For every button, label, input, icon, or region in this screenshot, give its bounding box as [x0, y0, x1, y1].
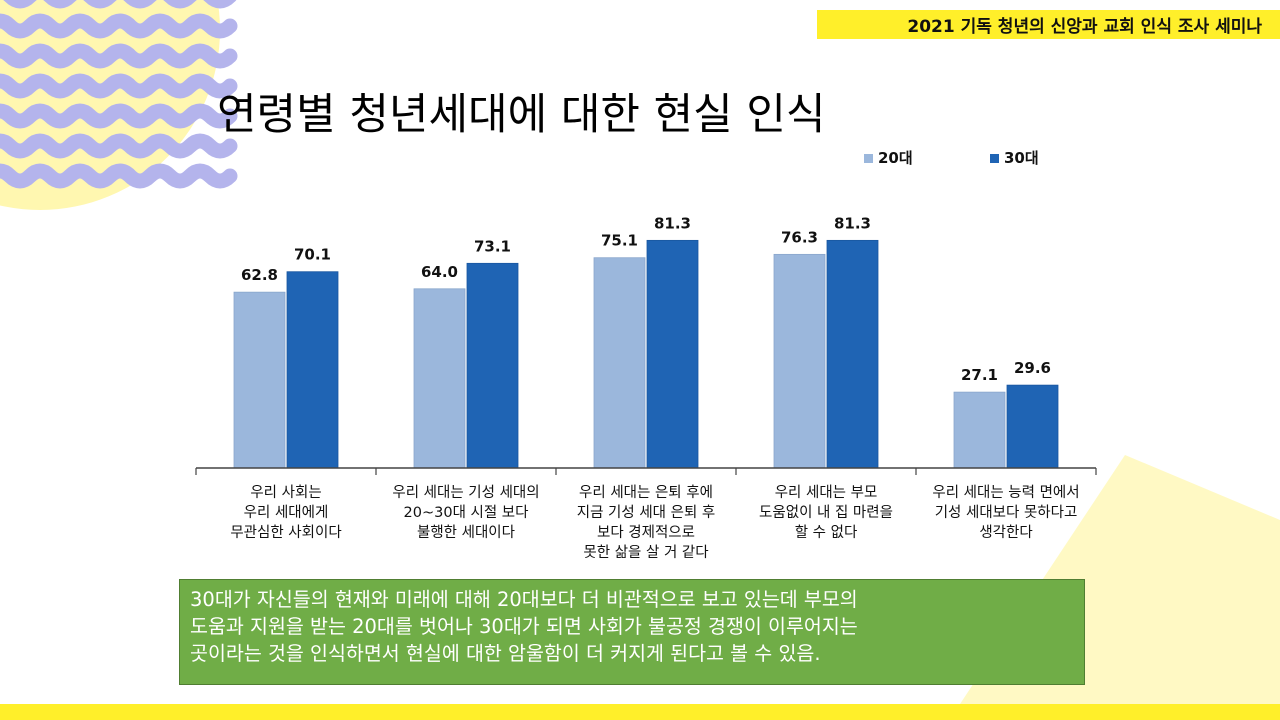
bar [826, 239, 879, 469]
data-label: 64.0 [421, 263, 458, 281]
x-tick-label: 우리 사회는 우리 세대에게 무관심한 사회이다 [230, 484, 341, 541]
wave-line [0, 103, 238, 129]
legend-swatch [990, 154, 999, 163]
bottom-accent-bar [0, 704, 1280, 720]
bar [953, 391, 1006, 469]
wave-line [0, 73, 238, 99]
x-tick-label: 우리 세대는 기성 세대의 20~30대 시절 보다 불행한 세대이다 [392, 484, 539, 541]
wave-line [0, 43, 238, 69]
x-tick-label: 우리 세대는 능력 면에서 기성 세대보다 못하다고 생각한다 [932, 484, 1079, 541]
data-label: 81.3 [654, 214, 691, 232]
legend-swatch [864, 154, 873, 163]
bar [466, 262, 519, 469]
x-tick-label: 우리 세대는 부모 도움없이 내 집 마련을 할 수 없다 [759, 484, 893, 541]
data-label: 73.1 [474, 237, 511, 255]
bar [1006, 384, 1059, 469]
wave-line [0, 13, 238, 39]
data-label: 81.3 [834, 214, 871, 232]
bar [593, 257, 646, 469]
wave-line [0, 163, 238, 189]
wave-pattern [0, 0, 238, 189]
data-label: 62.8 [241, 266, 278, 284]
summary-box: 30대가 자신들의 현재와 미래에 대해 20대보다 더 비관적으로 보고 있는… [179, 579, 1085, 685]
x-tick-label: 우리 세대는 은퇴 후에 지금 기성 세대 은퇴 후 보다 경제적으로 못한 삶을 살… [577, 484, 716, 561]
data-label: 29.6 [1014, 359, 1051, 377]
bar [413, 288, 466, 469]
legend-label: 30대 [1004, 149, 1039, 167]
slide-title: 연령별 청년세대에 대한 현실 인식 [217, 90, 826, 140]
data-label: 76.3 [781, 228, 818, 246]
legend-label: 20대 [878, 149, 913, 167]
bar [773, 253, 826, 469]
data-label: 75.1 [601, 232, 638, 250]
bar [286, 271, 339, 469]
wave-line [0, 133, 238, 159]
data-label: 70.1 [294, 246, 331, 264]
bar [233, 291, 286, 469]
seminar-title-bar: 2021 기독 청년의 신앙과 교회 인식 조사 세미나 [817, 10, 1280, 39]
bar [646, 239, 699, 469]
data-label: 27.1 [961, 366, 998, 384]
seminar-title: 2021 기독 청년의 신앙과 교회 인식 조사 세미나 [907, 17, 1262, 37]
